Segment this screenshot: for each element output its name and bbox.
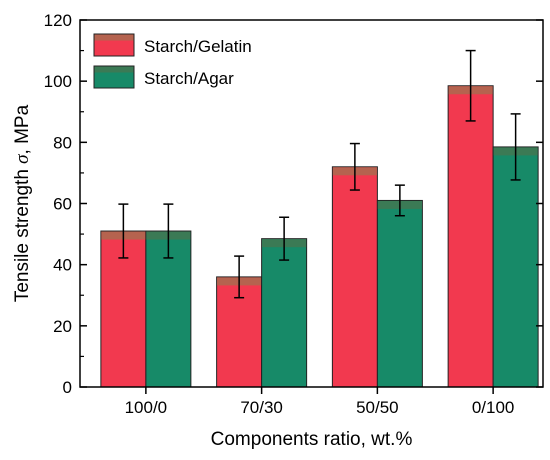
bars-layer	[100, 85, 539, 388]
x-axis-label: Components ratio, wt.%	[211, 429, 413, 450]
legend-label: Starch/Gelatin	[144, 37, 252, 56]
x-tick-label: 70/30	[240, 398, 283, 417]
bar-starch-gelatin	[331, 166, 378, 388]
y-axis-label-symbol: σ	[12, 154, 33, 164]
bar-starch-agar	[376, 199, 423, 388]
bar-starch-gelatin	[447, 85, 494, 388]
x-tick-label: 50/50	[356, 398, 399, 417]
y-tick-label: 20	[53, 317, 72, 336]
bar-starch-agar	[492, 146, 539, 388]
y-axis-label: Tensile strength σ, MPa	[12, 104, 33, 302]
y-tick-label: 80	[53, 133, 72, 152]
legend-label: Starch/Agar	[144, 69, 234, 88]
y-tick-label: 100	[44, 72, 72, 91]
legend-swatch-band	[94, 66, 134, 73]
legend: Starch/Gelatin Starch/Agar	[93, 33, 252, 89]
x-tick-label: 100/0	[125, 398, 168, 417]
y-tick-label: 40	[53, 256, 72, 275]
y-axis-ticks: 0 20 40 60 80 100 120	[44, 11, 543, 397]
y-tick-label: 120	[44, 11, 72, 30]
error-bars-layer	[118, 49, 521, 299]
y-tick-label: 60	[53, 195, 72, 214]
y-axis-label-suffix: , MPa	[12, 104, 33, 154]
y-tick-label: 0	[63, 378, 72, 397]
y-axis-label-prefix: Tensile strength	[12, 164, 33, 302]
x-axis-ticks: 100/0 70/30 50/50 0/100	[125, 387, 515, 417]
legend-swatch-band	[94, 34, 134, 41]
bar-starch-agar	[261, 238, 308, 388]
x-tick-label: 0/100	[472, 398, 515, 417]
